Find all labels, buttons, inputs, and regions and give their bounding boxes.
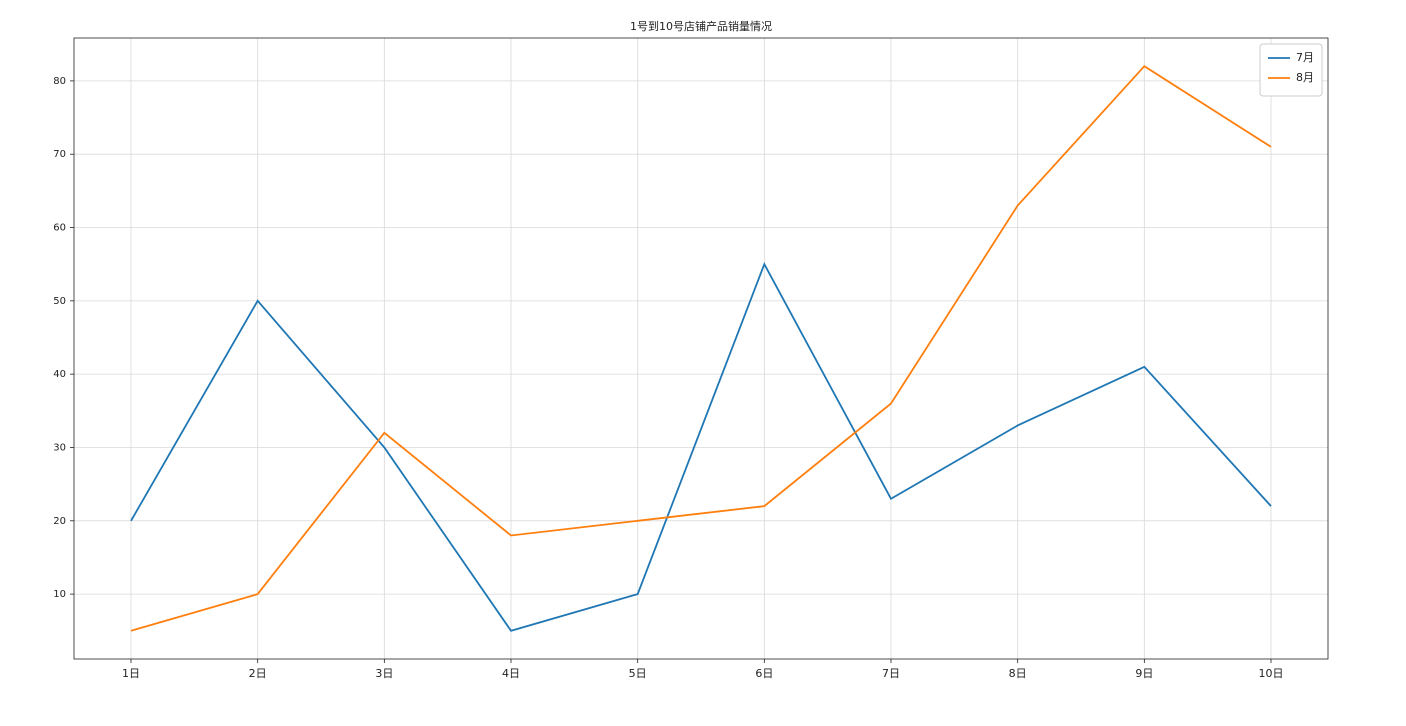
x-tick-label: 4日: [502, 667, 520, 680]
plot-frame: [73, 37, 1329, 660]
legend-box: [1259, 43, 1323, 97]
x-tick-label: 1日: [122, 667, 140, 680]
x-tick-label: 9日: [1135, 667, 1153, 680]
x-tick-label: 7日: [882, 667, 900, 680]
y-tick-label: 70: [53, 149, 66, 160]
y-tick-label: 30: [53, 442, 66, 453]
line-series: [130, 262, 1272, 632]
legend: 7月 8月: [1259, 43, 1323, 97]
x-tick-label: 10日: [1259, 667, 1284, 680]
y-tick-label: 20: [53, 516, 66, 527]
y-tick-label: 50: [53, 296, 66, 307]
y-tick-label: 60: [53, 223, 66, 234]
x-tick-label: 5日: [629, 667, 647, 680]
line-series: [130, 65, 1272, 632]
legend-label: 8月: [1296, 71, 1314, 84]
y-tick-label: 40: [53, 369, 66, 380]
x-tick-label: 6日: [755, 667, 773, 680]
y-tick-label: 10: [53, 589, 66, 600]
x-tick-label: 2日: [249, 667, 267, 680]
x-tick-label: 3日: [375, 667, 393, 680]
chart-title: 1号到10号店铺产品销量情况: [630, 19, 772, 33]
x-tick-label: 8日: [1009, 667, 1027, 680]
y-tick-label: 80: [53, 76, 66, 87]
legend-label: 7月: [1296, 51, 1314, 64]
